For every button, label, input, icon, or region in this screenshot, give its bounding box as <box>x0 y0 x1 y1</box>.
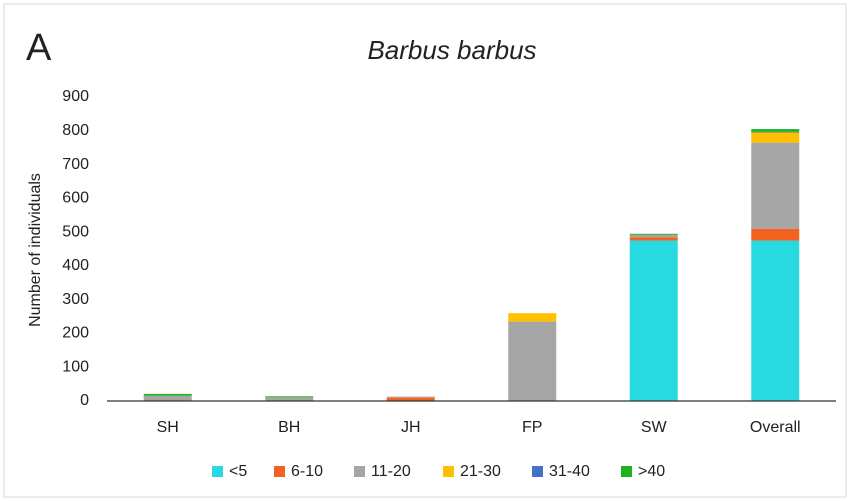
x-tick-label: FP <box>522 419 542 436</box>
bar-segment <box>751 240 800 401</box>
x-tick-label: JH <box>401 419 421 436</box>
legend-label: 21-30 <box>460 463 501 480</box>
y-tick-label: 200 <box>62 325 89 342</box>
legend-swatch <box>274 466 285 477</box>
bar-segment <box>386 397 435 401</box>
bar-segment <box>143 393 192 396</box>
x-tick-label: SW <box>641 419 668 436</box>
y-axis-label: Number of individuals <box>27 173 44 327</box>
x-tick-label: Overall <box>750 419 801 436</box>
bar-segment <box>629 237 678 241</box>
bar-segment <box>508 321 557 401</box>
legend-swatch <box>212 466 223 477</box>
panel-label: A <box>26 27 52 69</box>
chart-frame <box>3 3 847 498</box>
legend-label: >40 <box>638 463 665 480</box>
bar-segment <box>629 233 678 235</box>
legend-label: <5 <box>229 463 247 480</box>
legend-swatch <box>443 466 454 477</box>
bar-segment <box>751 142 800 229</box>
bar-segment <box>386 396 435 398</box>
y-tick-label: 800 <box>62 122 89 139</box>
y-tick-label: 700 <box>62 156 89 173</box>
legend-label: 6-10 <box>291 463 323 480</box>
bar-segment <box>265 397 314 401</box>
legend-swatch <box>532 466 543 477</box>
bar-segment <box>751 129 800 132</box>
bar-segment <box>508 313 557 322</box>
legend-label: 31-40 <box>549 463 590 480</box>
y-tick-label: 0 <box>80 392 89 409</box>
bar-segment <box>751 228 800 241</box>
bar-segment <box>265 396 314 398</box>
bar-segment <box>629 234 678 238</box>
legend-swatch <box>354 466 365 477</box>
legend-label: 11-20 <box>371 463 411 480</box>
bar-segment <box>143 395 192 401</box>
y-tick-label: 600 <box>62 190 89 207</box>
bar-segment <box>629 240 678 401</box>
y-tick-label: 300 <box>62 291 89 308</box>
y-tick-label: 100 <box>62 358 89 375</box>
y-tick-label: 400 <box>62 257 89 274</box>
legend-swatch <box>621 466 632 477</box>
x-tick-label: BH <box>278 419 300 436</box>
bar-segment <box>751 132 800 143</box>
y-tick-label: 900 <box>62 88 89 105</box>
x-tick-label: SH <box>157 419 179 436</box>
bar-segment <box>751 131 800 133</box>
y-tick-label: 500 <box>62 223 89 240</box>
chart-title: Barbus barbus <box>367 35 536 65</box>
